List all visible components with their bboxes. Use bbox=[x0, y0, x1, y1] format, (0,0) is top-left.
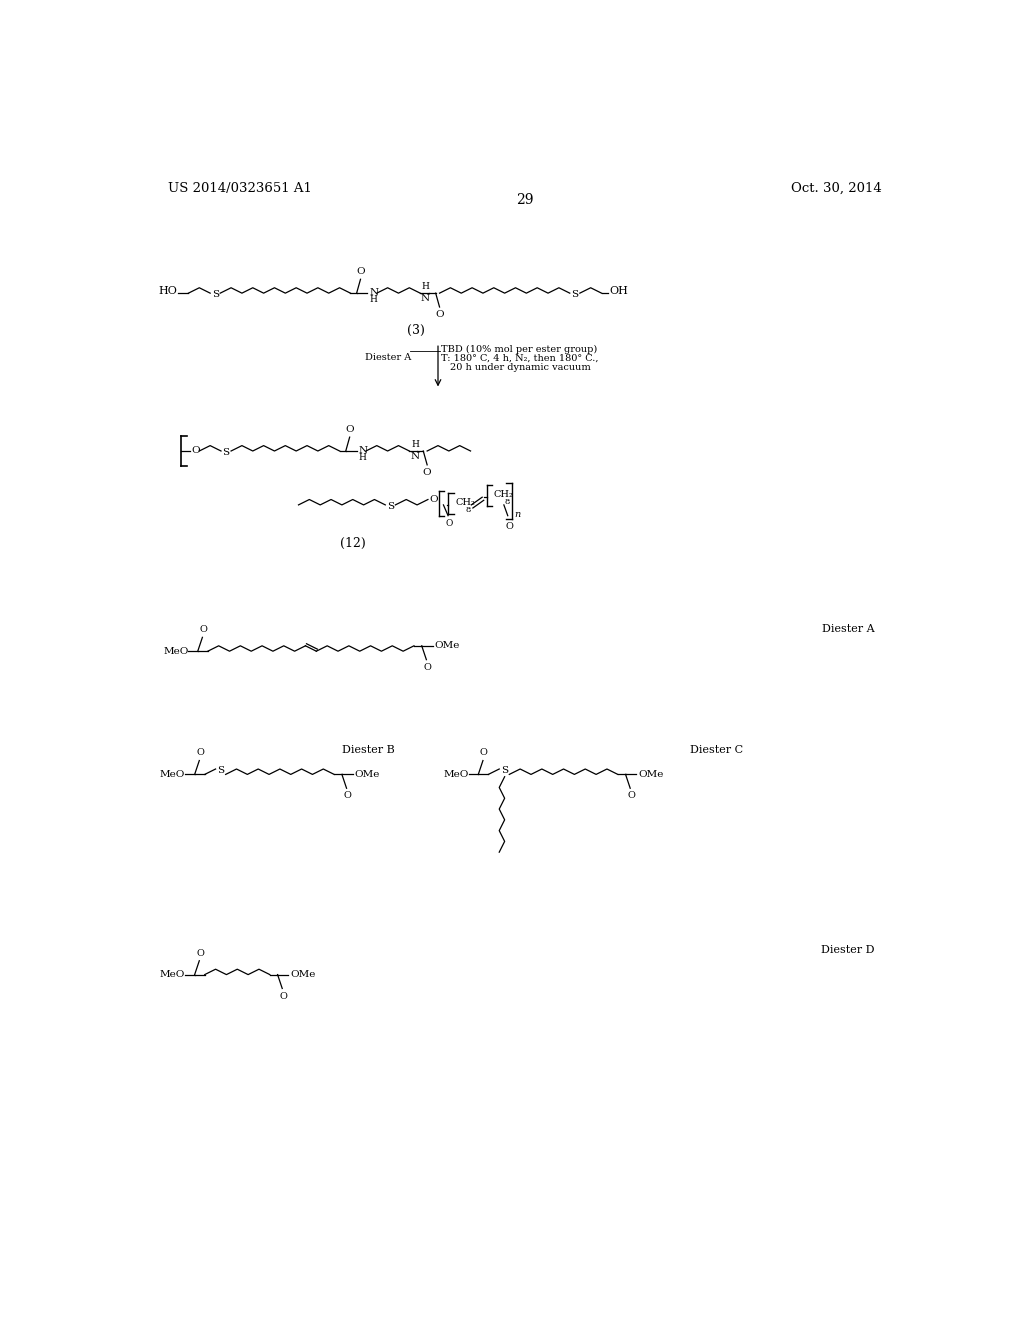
Text: N: N bbox=[421, 294, 430, 302]
Text: HO: HO bbox=[159, 286, 177, 296]
Text: CH₂: CH₂ bbox=[494, 491, 514, 499]
Text: O: O bbox=[423, 663, 431, 672]
Text: H: H bbox=[369, 294, 377, 304]
Text: Diester A: Diester A bbox=[365, 354, 411, 362]
Text: (12): (12) bbox=[340, 537, 366, 550]
Text: MeO: MeO bbox=[443, 770, 469, 779]
Text: O: O bbox=[423, 469, 431, 477]
Text: TBD (10% mol per ester group): TBD (10% mol per ester group) bbox=[441, 345, 597, 354]
Text: MeO: MeO bbox=[160, 970, 185, 979]
Text: Diester B: Diester B bbox=[342, 744, 394, 755]
Text: O: O bbox=[200, 626, 207, 635]
Text: O: O bbox=[197, 748, 204, 758]
Text: OMe: OMe bbox=[290, 970, 315, 979]
Text: S: S bbox=[212, 290, 219, 300]
Text: O: O bbox=[429, 495, 438, 504]
Text: N: N bbox=[411, 451, 420, 461]
Text: O: O bbox=[343, 792, 351, 800]
Text: OH: OH bbox=[609, 286, 628, 296]
Text: Diester D: Diester D bbox=[821, 945, 874, 956]
Text: OMe: OMe bbox=[354, 770, 380, 779]
Text: MeO: MeO bbox=[160, 770, 185, 779]
Text: S: S bbox=[387, 502, 394, 511]
Text: H: H bbox=[358, 453, 366, 462]
Text: H: H bbox=[422, 282, 430, 290]
Text: S: S bbox=[571, 290, 579, 300]
Text: O: O bbox=[435, 310, 443, 319]
Text: OMe: OMe bbox=[638, 770, 664, 779]
Text: S: S bbox=[501, 766, 508, 775]
Text: 20 h under dynamic vacuum: 20 h under dynamic vacuum bbox=[451, 363, 591, 372]
Text: O: O bbox=[191, 446, 200, 454]
Text: O: O bbox=[445, 519, 453, 528]
Text: CH₂: CH₂ bbox=[455, 498, 475, 507]
Text: 8: 8 bbox=[505, 498, 510, 506]
Text: O: O bbox=[506, 521, 513, 531]
Text: 29: 29 bbox=[516, 193, 534, 207]
Text: n: n bbox=[514, 510, 520, 519]
Text: Diester A: Diester A bbox=[821, 624, 874, 634]
Text: O: O bbox=[280, 991, 287, 1001]
Text: T: 180° C, 4 h, N₂, then 180° C.,: T: 180° C, 4 h, N₂, then 180° C., bbox=[441, 354, 599, 363]
Text: H: H bbox=[412, 440, 420, 449]
Text: N: N bbox=[369, 288, 378, 297]
Text: Oct. 30, 2014: Oct. 30, 2014 bbox=[791, 182, 882, 194]
Text: 8: 8 bbox=[466, 506, 471, 513]
Text: O: O bbox=[197, 949, 204, 958]
Text: O: O bbox=[480, 748, 487, 758]
Text: (3): (3) bbox=[408, 323, 425, 337]
Text: N: N bbox=[358, 446, 368, 454]
Text: OMe: OMe bbox=[434, 642, 460, 651]
Text: O: O bbox=[345, 425, 354, 434]
Text: S: S bbox=[217, 766, 224, 775]
Text: O: O bbox=[627, 792, 635, 800]
Text: O: O bbox=[356, 267, 365, 276]
Text: Diester C: Diester C bbox=[690, 744, 743, 755]
Text: MeO: MeO bbox=[163, 647, 188, 656]
Text: US 2014/0323651 A1: US 2014/0323651 A1 bbox=[168, 182, 312, 194]
Text: S: S bbox=[222, 447, 229, 457]
